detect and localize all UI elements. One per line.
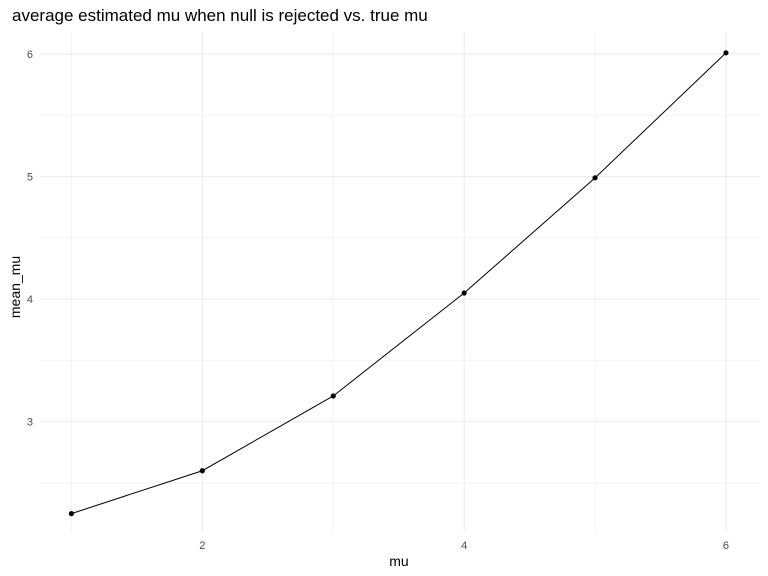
data-point [68,511,75,517]
series-line [71,52,727,515]
data-point [330,393,336,399]
grid-lines [40,32,760,532]
y-tick-label: 6 [27,49,33,61]
y-axis-ticks: 3 4 5 6 [27,49,33,429]
data-point [199,468,205,474]
data-point [461,290,467,296]
x-tick-label: 4 [461,540,467,552]
series-layer [68,50,729,517]
chart-title: average estimated mu when null is reject… [12,6,428,25]
y-axis-title: mean_mu [7,256,23,318]
y-tick-label: 5 [27,172,33,184]
data-point [592,175,598,181]
x-axis-title: mu [389,553,408,569]
y-tick-label: 4 [27,294,33,306]
x-axis-ticks: 2 4 6 [199,540,729,552]
y-tick-label: 3 [27,417,33,429]
x-tick-label: 2 [199,540,205,552]
x-tick-label: 6 [723,540,729,552]
data-point [723,50,729,56]
